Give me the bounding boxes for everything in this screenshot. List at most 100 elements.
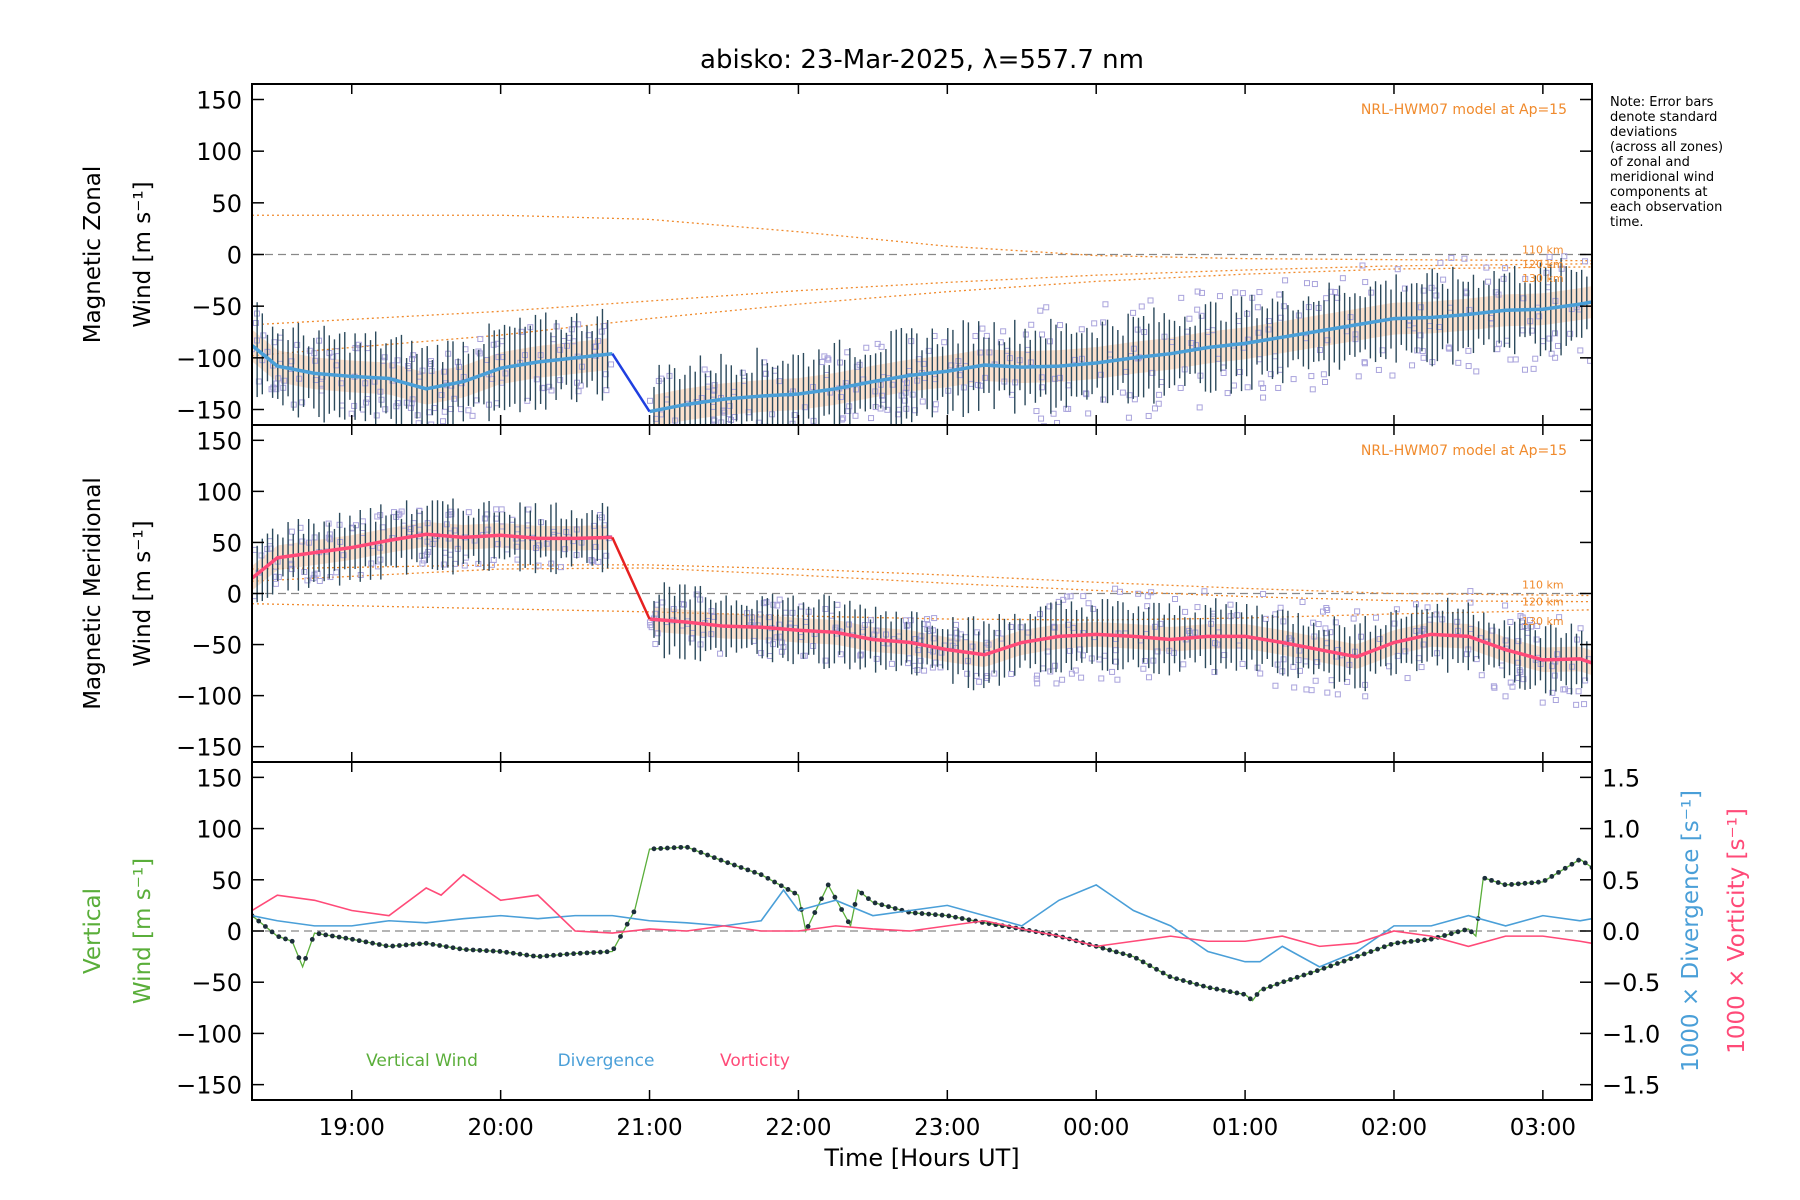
sample-point bbox=[1070, 624, 1077, 631]
y-tick-label: 50 bbox=[211, 867, 242, 895]
sample-point bbox=[1362, 279, 1369, 286]
sample-point bbox=[708, 608, 715, 615]
sample-point bbox=[1375, 366, 1382, 373]
sample-point bbox=[1098, 371, 1105, 378]
sample-point bbox=[1308, 373, 1315, 380]
sample-point bbox=[1277, 604, 1284, 611]
sample-point bbox=[272, 580, 279, 587]
sample-point bbox=[1311, 281, 1318, 288]
sample-point bbox=[932, 401, 939, 408]
sample-point bbox=[1272, 682, 1279, 689]
sample-point bbox=[1138, 303, 1145, 310]
sample-point bbox=[595, 337, 602, 344]
legend-item: Vertical Wind bbox=[366, 1051, 478, 1071]
gap-line bbox=[611, 353, 651, 413]
vertical-wind-point bbox=[745, 867, 751, 873]
sample-point bbox=[1417, 304, 1424, 311]
vertical-wind-point bbox=[618, 934, 623, 939]
sample-point bbox=[1309, 386, 1316, 393]
model-tag: 130 km bbox=[1522, 272, 1564, 285]
sample-point bbox=[368, 560, 375, 567]
vertical-wind-point bbox=[423, 940, 429, 946]
figure-title: abisko: 23-Mar-2025, λ=557.7 nm bbox=[700, 45, 1144, 75]
vertical-wind-point bbox=[624, 921, 630, 927]
vertical-wind-point bbox=[1274, 981, 1280, 987]
vertical-wind-point bbox=[1221, 987, 1226, 993]
sample-point bbox=[822, 657, 829, 664]
vertical-wind-point bbox=[303, 955, 308, 961]
sample-point bbox=[1582, 677, 1589, 684]
sample-point bbox=[1567, 330, 1574, 337]
right-tick-label: 1.5 bbox=[1602, 764, 1640, 792]
sample-point bbox=[907, 617, 914, 624]
sample-point bbox=[1216, 293, 1223, 300]
sample-point bbox=[1232, 289, 1239, 296]
vertical-wind-point bbox=[785, 887, 791, 892]
sample-point bbox=[932, 659, 939, 666]
sample-point bbox=[977, 349, 984, 356]
x-tick-label: 22:00 bbox=[765, 1115, 831, 1141]
vertical-wind-point bbox=[725, 860, 731, 866]
sample-point bbox=[469, 412, 476, 419]
sample-point bbox=[711, 387, 718, 394]
sample-point bbox=[717, 650, 724, 657]
vertical-wind-point bbox=[551, 952, 556, 958]
sample-point bbox=[1552, 697, 1559, 704]
sample-point bbox=[1180, 661, 1187, 668]
x-tick-label: 19:00 bbox=[319, 1115, 385, 1141]
vertical-wind-point bbox=[671, 845, 677, 851]
sample-point bbox=[901, 397, 908, 404]
y-tick-label: 0 bbox=[227, 581, 242, 609]
vertical-wind-point bbox=[1395, 940, 1401, 946]
sample-point bbox=[1100, 319, 1107, 326]
sample-point bbox=[373, 412, 380, 419]
vertical-wind-point bbox=[1134, 955, 1139, 961]
sample-point bbox=[755, 419, 762, 425]
sample-point bbox=[440, 561, 447, 568]
sample-point bbox=[598, 328, 605, 335]
sample-point bbox=[1357, 633, 1364, 640]
sample-point bbox=[1194, 288, 1201, 295]
sample-point bbox=[603, 552, 610, 559]
sample-point bbox=[982, 374, 989, 381]
y-tick-label: 100 bbox=[196, 138, 242, 166]
sample-point bbox=[654, 630, 661, 637]
vertical-wind-point bbox=[1328, 963, 1334, 969]
model-curve bbox=[252, 603, 1592, 621]
vertical-wind-point bbox=[1301, 972, 1307, 978]
sample-point bbox=[258, 552, 265, 559]
sample-point bbox=[1265, 318, 1272, 325]
vertical-wind-point bbox=[926, 911, 932, 917]
sample-point bbox=[1098, 675, 1105, 682]
sample-point bbox=[1022, 331, 1029, 338]
sample-point bbox=[493, 506, 500, 513]
sample-point bbox=[1236, 369, 1243, 376]
vertical-wind-point bbox=[1201, 983, 1206, 989]
sample-point bbox=[701, 366, 708, 373]
sample-point bbox=[409, 396, 416, 403]
vertical-wind-point bbox=[1147, 963, 1153, 969]
sample-point bbox=[267, 538, 274, 545]
sample-point bbox=[1312, 677, 1319, 684]
sample-point bbox=[686, 435, 691, 440]
sample-point bbox=[1448, 254, 1455, 261]
vertical-wind-point bbox=[524, 952, 530, 958]
vertical-wind-point bbox=[1187, 980, 1193, 985]
sample-point bbox=[1334, 691, 1341, 698]
sample-point bbox=[690, 430, 695, 435]
vertical-wind-point bbox=[1469, 929, 1474, 935]
sample-point bbox=[1008, 670, 1015, 677]
sample-point bbox=[1172, 596, 1179, 603]
sample-point bbox=[1554, 342, 1561, 349]
sample-point bbox=[692, 436, 697, 441]
sample-point bbox=[1046, 603, 1053, 610]
sample-point bbox=[972, 333, 979, 340]
model-tag: 110 km bbox=[1522, 244, 1564, 257]
y-axis-label-line2: Wind [m s⁻¹] bbox=[130, 858, 156, 1004]
sample-point bbox=[476, 350, 483, 357]
vertical-wind-point bbox=[363, 939, 369, 945]
sample-point bbox=[600, 323, 607, 330]
sample-point bbox=[1546, 253, 1553, 260]
sample-point bbox=[1389, 372, 1396, 379]
vertical-wind-point bbox=[510, 950, 516, 956]
